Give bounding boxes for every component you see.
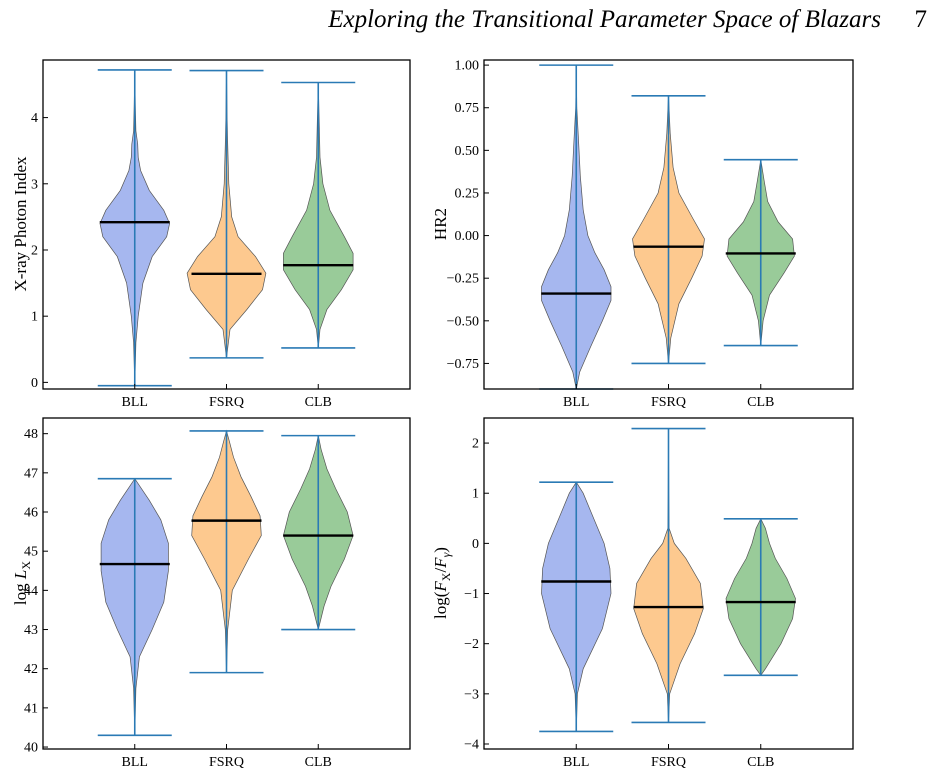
y-tick-label: 0.25 <box>455 186 480 201</box>
panel-3: BLL FSRQ CLB 40 41 42 43 44 45 46 47 48 log LX <box>11 417 411 770</box>
y-tick-label: 41 <box>24 701 38 716</box>
axes-frame <box>42 59 411 390</box>
panel-2: BLL FSRQ CLB −0.75 −0.50 −0.25 0.00 0.25 0.50 0.7… <box>431 59 854 410</box>
y-tick-label: 42 <box>24 662 38 677</box>
y-tick-label: −1 <box>464 587 479 602</box>
axes-frame <box>42 417 411 750</box>
x-tick-label: FSRQ <box>209 755 244 770</box>
y-tick-label: 2 <box>472 437 479 452</box>
y-tick-label: 43 <box>24 623 38 638</box>
y-tick-label: 0 <box>31 376 38 391</box>
y-tick-label: 46 <box>24 506 38 521</box>
y-tick-label: 0.50 <box>455 144 480 159</box>
x-tick-label: BLL <box>563 755 589 770</box>
y-axis-label: log LX <box>11 561 33 605</box>
y-axis-label: X-ray Photon Index <box>11 156 30 292</box>
x-tick-label: CLB <box>305 755 332 770</box>
x-tick-label: FSRQ <box>209 395 244 410</box>
page-header: Exploring the Transitional Parameter Spa… <box>0 0 941 50</box>
panel-4: BLL FSRQ CLB −4 −3 −2 −1 0 1 2 log(FX/Fγ) <box>431 417 854 770</box>
y-tick-label: −0.75 <box>447 357 479 372</box>
x-tick-label: FSRQ <box>651 395 686 410</box>
x-tick-label: FSRQ <box>651 755 686 770</box>
panel-1: BLL FSRQ CLB 0 1 2 3 4 X-ray Photon Index <box>11 59 411 410</box>
axes-frame <box>483 417 854 750</box>
y-tick-label: 2 <box>31 243 38 258</box>
y-tick-label: 4 <box>31 111 38 126</box>
x-tick-label: BLL <box>122 395 148 410</box>
y-tick-label: 1 <box>472 487 479 502</box>
y-tick-label: 44 <box>24 584 38 599</box>
y-tick-label: −3 <box>464 687 479 702</box>
y-tick-label: 0.75 <box>455 101 480 116</box>
y-tick-label: 48 <box>24 427 38 442</box>
running-title: Exploring the Transitional Parameter Spa… <box>328 6 881 33</box>
y-tick-label: 45 <box>24 545 38 560</box>
y-tick-label: 40 <box>24 741 38 756</box>
x-tick-label: CLB <box>305 395 332 410</box>
x-tick-label: BLL <box>122 755 148 770</box>
y-tick-label: −0.25 <box>447 272 479 287</box>
y-tick-label: 3 <box>31 177 38 192</box>
y-tick-label: −2 <box>464 637 479 652</box>
y-tick-label: 1 <box>31 310 38 325</box>
y-tick-label: 0 <box>472 537 479 552</box>
x-tick-label: CLB <box>747 395 774 410</box>
y-tick-label: −0.50 <box>447 314 479 329</box>
y-tick-label: −4 <box>464 737 479 752</box>
y-axis-label: log(FX/Fγ) <box>431 547 453 619</box>
y-axis-label: HR2 <box>431 208 450 240</box>
x-tick-label: CLB <box>747 755 774 770</box>
y-tick-label: 1.00 <box>455 59 480 74</box>
axes-frame <box>483 59 854 390</box>
x-tick-label: BLL <box>563 395 589 410</box>
page-number: 7 <box>914 6 928 33</box>
y-tick-label: 47 <box>24 466 38 481</box>
y-tick-label: 0.00 <box>455 229 480 244</box>
